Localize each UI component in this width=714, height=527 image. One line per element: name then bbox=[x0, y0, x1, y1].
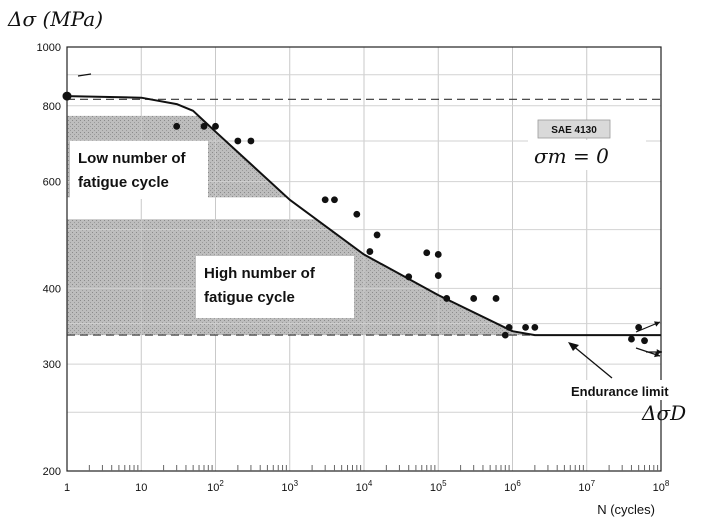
data-point bbox=[522, 323, 529, 331]
data-point bbox=[505, 323, 513, 331]
y-tick-label: 200 bbox=[43, 466, 61, 478]
endurance-arrow bbox=[571, 344, 613, 379]
data-point bbox=[635, 323, 643, 331]
y-tick-label: 300 bbox=[43, 359, 61, 371]
material-label: SAE 4130 bbox=[551, 125, 597, 136]
data-point bbox=[531, 323, 539, 331]
endurance-arrowhead bbox=[568, 342, 579, 351]
y-tick-label: 1000 bbox=[37, 42, 61, 54]
data-point bbox=[501, 331, 509, 339]
runout-arrowhead bbox=[656, 349, 662, 355]
x-tick-label: 105 bbox=[430, 479, 447, 494]
data-point bbox=[62, 91, 72, 101]
data-point bbox=[234, 137, 242, 145]
region-label-line: High number of bbox=[204, 265, 316, 282]
region-label-box bbox=[70, 141, 208, 199]
endurance-label: Endurance limit bbox=[571, 384, 669, 399]
region-label-line: Low number of bbox=[78, 150, 186, 167]
data-point bbox=[405, 273, 413, 281]
data-point bbox=[434, 272, 442, 279]
y-tick-label: 800 bbox=[43, 101, 61, 113]
data-point bbox=[492, 295, 500, 302]
x-tick-label: 106 bbox=[504, 479, 521, 494]
data-point bbox=[331, 196, 338, 204]
runout-arrowhead bbox=[654, 321, 660, 327]
data-point bbox=[353, 210, 361, 218]
data-point bbox=[247, 137, 255, 145]
mean-stress-box bbox=[528, 140, 646, 170]
data-point bbox=[641, 337, 648, 345]
y-axis-label: Δσ (MPa) bbox=[7, 7, 103, 31]
data-point bbox=[443, 295, 451, 302]
data-point bbox=[366, 248, 374, 255]
x-tick-label: 107 bbox=[578, 479, 595, 494]
data-point bbox=[434, 251, 442, 258]
mean-stress-label: σm = 0 bbox=[534, 144, 609, 168]
y-tick-label: 600 bbox=[43, 177, 61, 189]
region-label-box bbox=[196, 256, 354, 318]
y-tick-label: 400 bbox=[43, 283, 61, 295]
data-point bbox=[212, 122, 219, 130]
data-point bbox=[423, 249, 431, 257]
sn-curve bbox=[66, 95, 661, 337]
x-tick-label: 10 bbox=[135, 482, 147, 494]
data-point bbox=[321, 196, 329, 204]
data-point bbox=[628, 335, 635, 343]
plot-frame bbox=[66, 46, 662, 472]
x-tick-label: 104 bbox=[356, 479, 373, 494]
x-tick-label: 103 bbox=[281, 479, 298, 494]
material-badge bbox=[537, 119, 611, 139]
region-label-line: fatigue cycle bbox=[204, 289, 295, 306]
endurance-label-box bbox=[566, 380, 692, 400]
region-label-line: fatigue cycle bbox=[78, 174, 169, 191]
data-point bbox=[173, 122, 181, 130]
data-point bbox=[373, 231, 381, 239]
x-tick-label: 102 bbox=[207, 479, 224, 494]
endurance-symbol: ΔσD bbox=[641, 401, 686, 425]
start-marker bbox=[77, 73, 92, 77]
x-tick-label: 1 bbox=[64, 482, 70, 494]
data-point bbox=[470, 295, 478, 302]
data-point bbox=[200, 122, 208, 130]
x-axis-label: N (cycles) bbox=[597, 502, 655, 517]
x-tick-label: 108 bbox=[653, 479, 670, 494]
